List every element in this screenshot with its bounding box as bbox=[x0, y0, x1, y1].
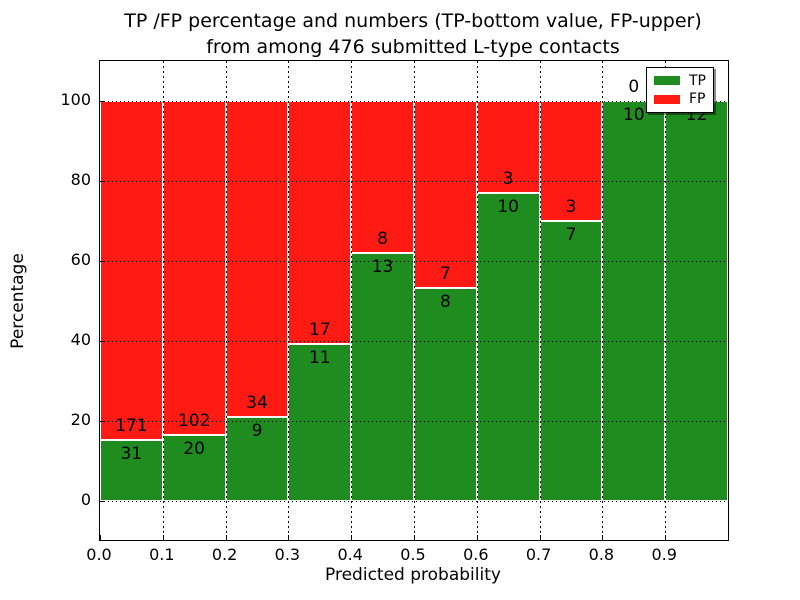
y-tick-label: 0 bbox=[80, 490, 91, 509]
y-tickmark bbox=[100, 421, 105, 422]
y-tickmark bbox=[100, 341, 105, 342]
plot-area: 171311022034917118137831037010012 bbox=[99, 60, 729, 541]
fp-count-label: 102 bbox=[177, 411, 211, 432]
y-tickmark bbox=[100, 261, 105, 262]
legend-label: FP bbox=[689, 91, 706, 108]
x-tickmark bbox=[602, 535, 604, 540]
fp-count-label: 0 bbox=[628, 77, 640, 97]
y-axis-label: Percentage bbox=[8, 253, 28, 349]
x-tick-label: 0.8 bbox=[588, 545, 615, 564]
bar-segment-tp bbox=[476, 193, 540, 501]
legend-swatch-tp bbox=[654, 76, 680, 86]
bar-segment-tp bbox=[162, 435, 226, 501]
v-gridline bbox=[539, 61, 541, 540]
tp-count-label: 11 bbox=[308, 347, 331, 368]
fp-count-label: 7 bbox=[439, 263, 451, 284]
v-gridline bbox=[665, 61, 667, 540]
bar-segment-fp bbox=[100, 101, 163, 440]
chart-title: TP /FP percentage and numbers (TP-bottom… bbox=[99, 8, 727, 60]
tp-count-label: 10 bbox=[497, 197, 520, 218]
fp-count-label: 17 bbox=[308, 319, 331, 340]
y-tickmark bbox=[100, 501, 105, 502]
chart-title-line2: from among 476 submitted L-type contacts bbox=[206, 36, 620, 58]
tp-count-label: 8 bbox=[439, 291, 451, 312]
bar-segment-fp bbox=[288, 101, 352, 344]
legend-swatch-fp bbox=[654, 94, 680, 104]
x-tickmark bbox=[225, 535, 227, 540]
x-tickmark bbox=[100, 535, 101, 540]
x-tickmark bbox=[539, 535, 541, 540]
x-tick-label: 0.1 bbox=[149, 545, 175, 564]
y-tick-label: 100 bbox=[60, 90, 91, 109]
bar-segment-tp bbox=[414, 287, 477, 501]
x-tick-label: 0.5 bbox=[400, 545, 426, 564]
fp-count-label: 3 bbox=[565, 197, 577, 217]
y-tick-label: 40 bbox=[70, 330, 91, 349]
v-gridline bbox=[476, 61, 478, 540]
bar-segment-fp bbox=[414, 101, 477, 288]
x-tickmark bbox=[288, 535, 290, 540]
y-tickmark bbox=[100, 101, 105, 102]
x-tickmark bbox=[162, 535, 164, 540]
y-tickmark bbox=[100, 181, 105, 182]
fp-count-label: 3 bbox=[502, 169, 514, 190]
x-tick-label: 0.6 bbox=[463, 545, 489, 564]
x-tick-label: 0.0 bbox=[86, 545, 112, 564]
tp-count-label: 20 bbox=[183, 439, 206, 460]
bar-segment-tp bbox=[288, 343, 352, 501]
fp-count-label: 34 bbox=[246, 393, 268, 414]
bar-segment-fp bbox=[225, 101, 289, 418]
x-tick-label: 0.4 bbox=[337, 545, 363, 564]
v-gridline bbox=[162, 61, 164, 540]
x-tickmark bbox=[414, 535, 415, 540]
v-gridline bbox=[351, 61, 353, 540]
x-tickmark bbox=[351, 535, 353, 540]
v-gridline bbox=[414, 61, 415, 540]
bar-segment-tp bbox=[225, 417, 289, 501]
legend-item-tp: TP bbox=[654, 73, 706, 89]
bar-segment-tp bbox=[100, 439, 163, 501]
legend-item-fp: FP bbox=[654, 91, 706, 107]
x-tick-label: 0.7 bbox=[525, 545, 552, 564]
y-tick-label: 20 bbox=[70, 410, 91, 429]
bar-segment-tp bbox=[602, 101, 666, 501]
x-tick-label: 0.3 bbox=[274, 545, 301, 564]
bar-segment-tp bbox=[665, 101, 728, 501]
tp-count-label: 9 bbox=[251, 421, 263, 442]
legend: TP FP bbox=[646, 67, 714, 113]
x-tick-label: 0.2 bbox=[211, 545, 238, 564]
x-tickmark bbox=[476, 535, 478, 540]
bar-segment-tp bbox=[351, 253, 414, 501]
tp-count-label: 13 bbox=[371, 257, 394, 278]
x-tick-label: 0.9 bbox=[651, 545, 677, 564]
y-tick-label: 60 bbox=[70, 250, 91, 269]
bar-segment-fp bbox=[162, 101, 226, 436]
v-gridline bbox=[602, 61, 604, 540]
x-tickmark bbox=[665, 535, 667, 540]
fp-count-label: 171 bbox=[115, 415, 148, 436]
chart-title-line1: TP /FP percentage and numbers (TP-bottom… bbox=[124, 10, 702, 32]
v-gridline bbox=[225, 61, 227, 540]
bar-segment-tp bbox=[539, 221, 603, 501]
tp-count-label: 10 bbox=[622, 105, 645, 125]
y-tick-label: 80 bbox=[70, 170, 91, 189]
v-gridline bbox=[288, 61, 290, 540]
tp-count-label: 7 bbox=[565, 225, 577, 245]
legend-label: TP bbox=[689, 72, 706, 89]
x-axis-label: Predicted probability bbox=[325, 565, 501, 585]
fp-count-label: 8 bbox=[377, 229, 389, 250]
tp-count-label: 31 bbox=[120, 443, 143, 464]
